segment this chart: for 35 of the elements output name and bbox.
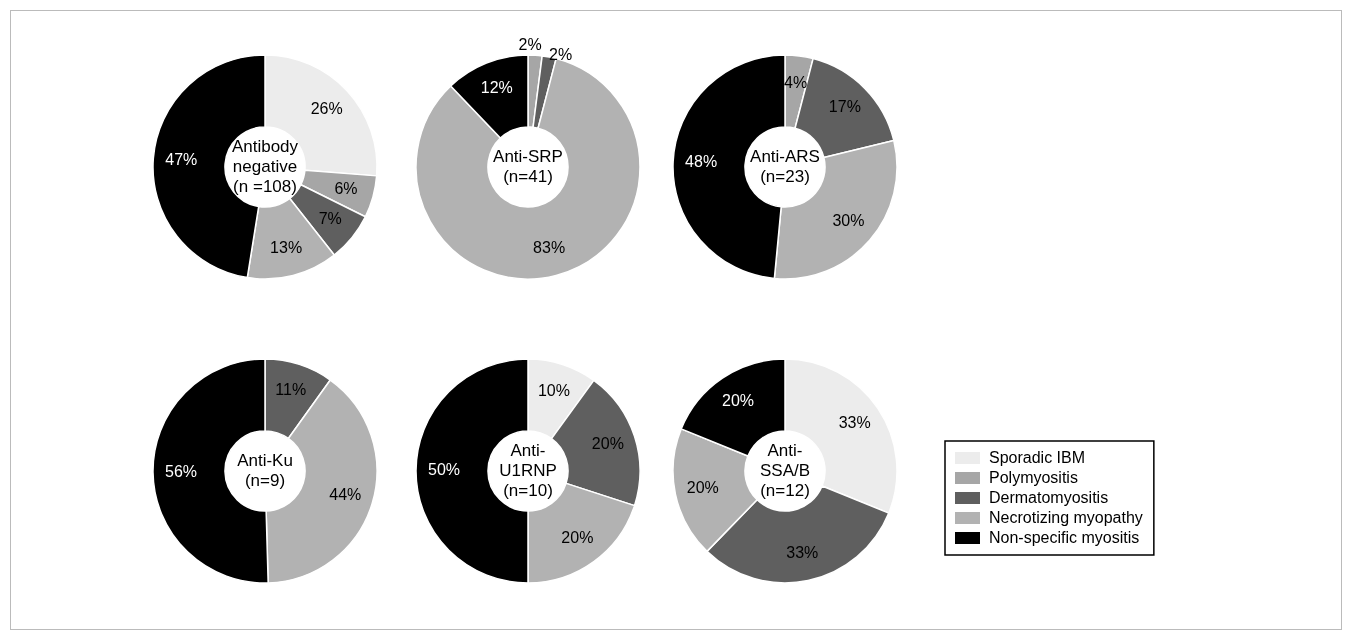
- text: Anti-SSA/B (n=12): [759, 440, 811, 500]
- data-label: 20%: [722, 391, 755, 409]
- data-label: 20%: [686, 478, 719, 496]
- data-label: 10%: [537, 381, 570, 399]
- data-label: 20%: [591, 435, 624, 453]
- text: Anti-U1RNP (n=10): [499, 440, 557, 500]
- data-label: 2%: [549, 45, 573, 63]
- data-label: 12%: [480, 79, 513, 97]
- data-label: 47%: [165, 150, 198, 168]
- data-label: 6%: [334, 179, 358, 197]
- data-label: 26%: [310, 100, 343, 118]
- text: Anti-ARS (n=23): [750, 146, 820, 186]
- data-label: 30%: [832, 212, 865, 230]
- text: Anti-SRP (n=41): [493, 146, 563, 186]
- data-label: 13%: [270, 238, 303, 256]
- data-label: 11%: [275, 381, 307, 399]
- data-label: 4%: [784, 74, 808, 92]
- legend-label: Sporadic IBM: [989, 449, 1086, 467]
- data-label: 2%: [518, 35, 542, 53]
- data-label: 17%: [828, 98, 861, 116]
- data-label: 44%: [329, 486, 362, 503]
- legend-label: Non-specific myositis: [989, 529, 1140, 547]
- data-label: 83%: [533, 238, 566, 256]
- text: Anti-Ku (n=9): [237, 450, 293, 490]
- data-label: 7%: [318, 210, 342, 228]
- legend-label: Dermatomyositis: [989, 489, 1109, 507]
- text: Antibody negative (n =108): [231, 136, 299, 196]
- data-label: 33%: [838, 414, 871, 432]
- data-label: 33%: [786, 543, 819, 561]
- data-label: 56%: [164, 462, 198, 480]
- data-label: 48%: [685, 153, 718, 171]
- legend-label: Necrotizing myopathy: [989, 509, 1143, 527]
- data-label: 20%: [561, 529, 594, 547]
- data-label: 50%: [427, 461, 461, 479]
- legend-label: Polymyositis: [989, 469, 1078, 487]
